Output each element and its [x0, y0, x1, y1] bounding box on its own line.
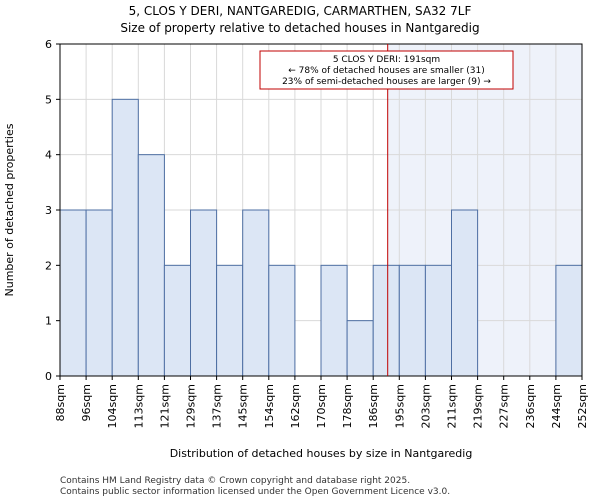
chart-title-line-1: 5, CLOS Y DERI, NANTGAREDIG, CARMARTHEN,… — [129, 4, 472, 18]
bar — [59, 209, 87, 377]
x-tick-label: 145sqm — [237, 384, 250, 428]
y-tick-label: 4 — [45, 149, 52, 162]
annotation-line: 5 CLOS Y DERI: 191sqm — [333, 55, 440, 65]
x-tick-label: 88sqm — [54, 384, 67, 421]
x-tick-label: 244sqm — [550, 384, 563, 428]
bar — [216, 264, 244, 377]
y-tick-label: 2 — [45, 259, 52, 272]
y-axis-label: Number of detached properties — [3, 123, 16, 296]
bar — [346, 320, 374, 377]
bar — [85, 209, 113, 377]
bar — [190, 209, 218, 377]
bar — [398, 264, 426, 377]
x-tick-label: 104sqm — [106, 384, 119, 428]
x-tick-label: 121sqm — [158, 384, 171, 428]
bar — [111, 98, 139, 377]
x-tick-label: 137sqm — [211, 384, 224, 428]
bar — [424, 264, 452, 377]
bar — [137, 154, 165, 377]
x-tick-label: 195sqm — [393, 384, 406, 428]
y-tick-label: 3 — [45, 204, 52, 217]
y-tick-label: 6 — [45, 38, 52, 51]
annotation-box — [259, 50, 514, 90]
y-tick-label: 5 — [45, 93, 52, 106]
x-tick-label: 178sqm — [341, 384, 354, 428]
bar — [268, 264, 296, 377]
x-axis-label: Distribution of detached houses by size … — [170, 447, 473, 460]
bar — [372, 264, 400, 377]
x-tick-label: 186sqm — [367, 384, 380, 428]
bar — [163, 264, 191, 377]
chart-title-line-2: Size of property relative to detached ho… — [120, 21, 479, 35]
x-tick-label: 227sqm — [498, 384, 511, 428]
bar — [451, 209, 479, 377]
x-tick-label: 219sqm — [472, 384, 485, 428]
x-tick-label: 129sqm — [185, 384, 198, 428]
footer-line-1: Contains HM Land Registry data © Crown c… — [60, 476, 410, 486]
bar — [242, 209, 270, 377]
x-tick-label: 211sqm — [446, 384, 459, 428]
y-tick-label: 0 — [45, 370, 52, 383]
x-tick-label: 96sqm — [80, 384, 93, 421]
y-tick-label: 1 — [45, 315, 52, 328]
annotation-line: ← 78% of detached houses are smaller (31… — [288, 66, 485, 76]
x-tick-label: 170sqm — [315, 384, 328, 428]
bar — [555, 264, 583, 377]
x-tick-label: 154sqm — [263, 384, 276, 428]
x-tick-label: 203sqm — [419, 384, 432, 428]
x-tick-label: 113sqm — [132, 384, 145, 428]
annotation-line: 23% of semi-detached houses are larger (… — [282, 77, 491, 87]
footer-line-2: Contains public sector information licen… — [60, 487, 450, 497]
x-tick-label: 236sqm — [524, 384, 537, 428]
x-tick-label: 162sqm — [289, 384, 302, 428]
x-tick-label: 252sqm — [576, 384, 589, 428]
bar — [320, 264, 348, 377]
plot-area: 0 1 2 3 4 5 6 88sqm 96sqm 104sqm 113sqm 121sqm 129sq… — [45, 38, 589, 428]
